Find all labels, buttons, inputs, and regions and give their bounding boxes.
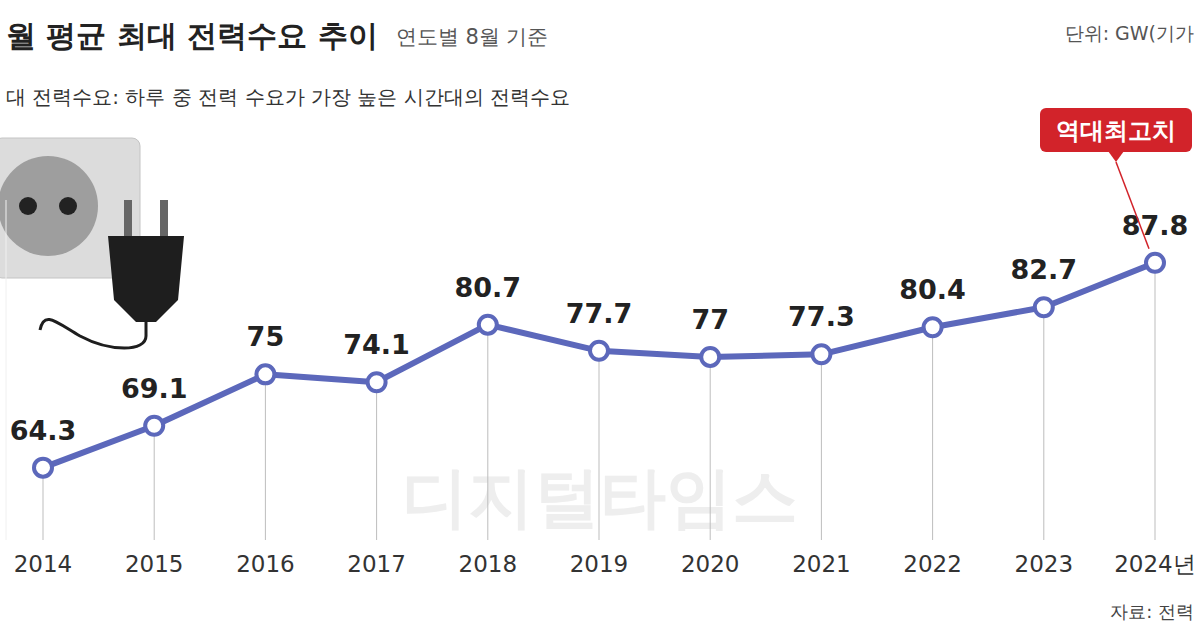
data-label: 75 [247,321,285,352]
x-tick-label: 2017 [347,551,406,577]
line [43,263,1155,468]
unit: 단위: GW(기가 [1065,22,1194,44]
data-label: 80.7 [454,272,521,303]
x-tick-label: 2018 [459,551,518,577]
data-label: 87.8 [1122,210,1189,241]
grid-line [265,374,266,540]
marker [368,373,386,391]
plug-pin [124,200,132,240]
data-label: 77 [691,304,729,335]
annotation-text: 역대최고치 [1056,117,1176,145]
data-label: 64.3 [10,415,77,446]
socket-hole [59,197,77,215]
x-tick-label: 2015 [125,551,184,577]
marker [479,316,497,334]
data-label: 77.7 [566,298,633,329]
marker [590,342,608,360]
y-axis-line [6,200,7,540]
marker [924,318,942,336]
data-label: 80.4 [899,274,966,305]
marks [34,254,1164,477]
marker [1146,254,1164,272]
marker [145,417,163,435]
x-tick-label: 2022 [903,551,962,577]
marker [701,348,719,366]
plug-icon [0,138,184,348]
annotation: 역대최고치 [1040,108,1192,249]
grid-line [376,382,377,540]
grid-line [1155,263,1156,540]
grid-line [487,325,488,540]
marker [1035,298,1053,316]
note: 대 전력수요: 하루 중 전력 수요가 가장 높은 시간대의 전력수요 [6,85,570,109]
x-tick-label: 2014 [14,551,73,577]
marker [812,345,830,363]
watermark: 디지털타임스 [402,459,798,536]
data-label: 74.1 [343,329,410,360]
annotation-leader [1116,162,1149,249]
data-label: 77.3 [788,301,855,332]
marker [256,365,274,383]
grid-line [154,426,155,540]
grid-line [710,357,711,540]
socket-face [0,156,98,256]
grid-line [821,354,822,540]
x-tick-label: 2020 [681,551,740,577]
grid-line [599,351,600,540]
data-label: 69.1 [121,373,188,404]
annotation-tip [1108,151,1124,162]
plug-pin [160,200,168,240]
source: 자료: 전력 [1110,601,1194,622]
x-tick-label: 2024년 [1114,551,1196,577]
plug-cord [40,319,146,348]
x-tick-label: 2016 [236,551,295,577]
x-tick-label: 2019 [570,551,629,577]
x-tick-label: 2023 [1015,551,1074,577]
grid-line [1043,307,1044,540]
subtitle: 연도별 8월 기준 [396,25,549,49]
title: 월 평균 최대 전력수요 추이 [6,18,378,53]
x-tick-label: 2021 [792,551,851,577]
plug-body [108,236,184,322]
marker [34,459,52,477]
socket-hole [19,197,37,215]
chart: 디지털타임스 월 평균 최대 전력수요 추이 연도별 8월 기준 단위: GW(기가대… [0,0,1200,630]
data-label: 82.7 [1010,254,1077,285]
background [0,0,1200,630]
annotation-box [1040,108,1192,152]
grid-line [932,327,933,540]
